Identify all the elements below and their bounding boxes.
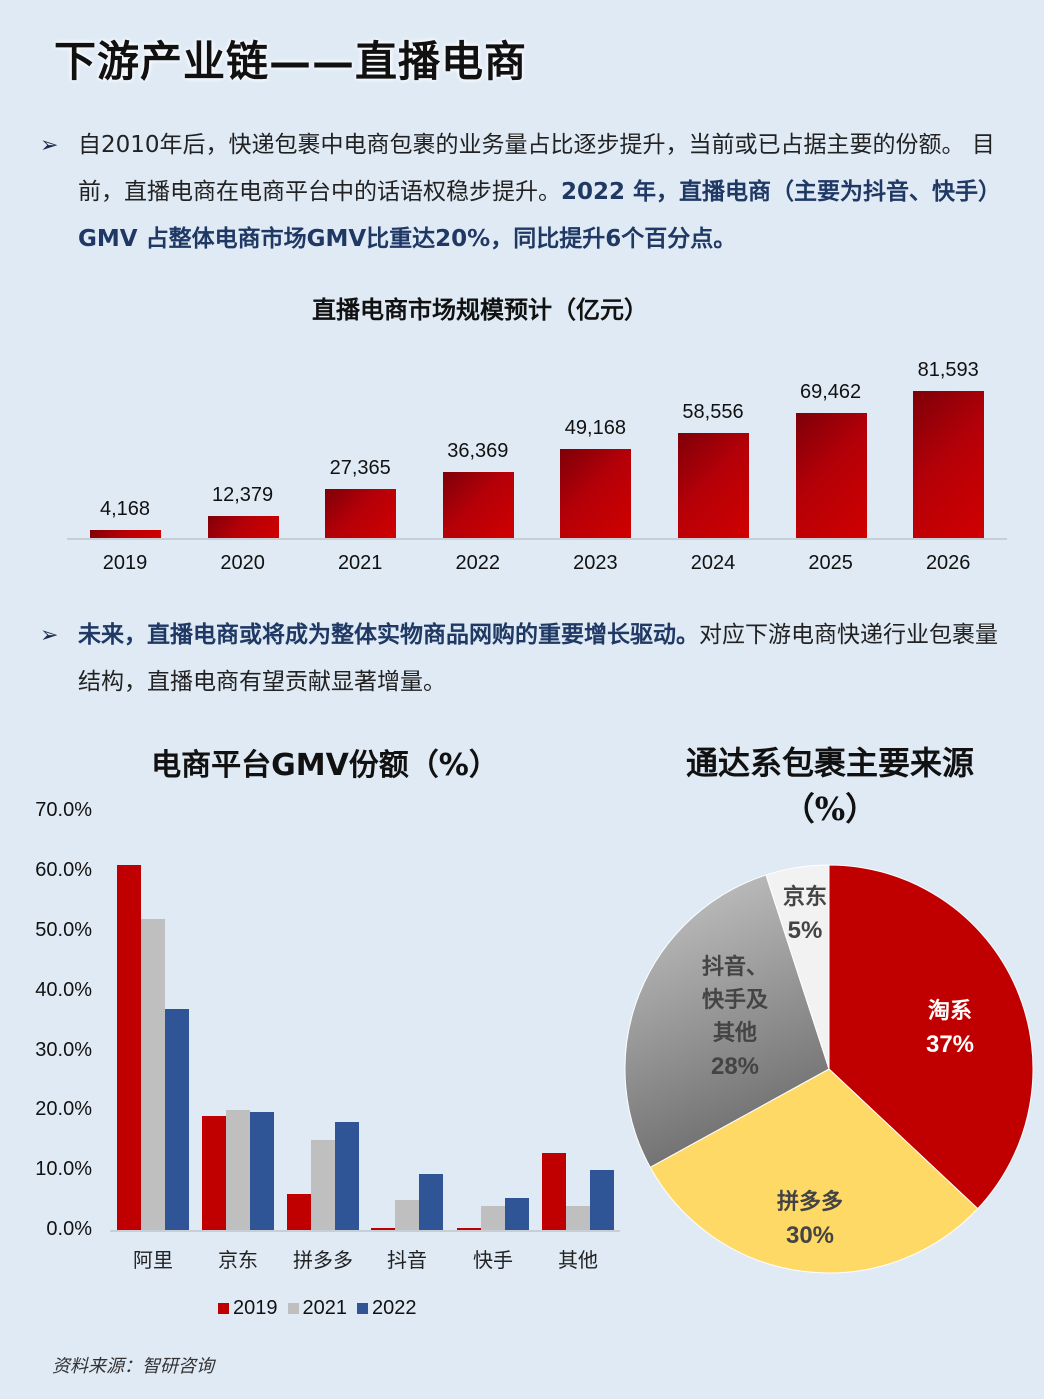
- legend-swatch: [218, 1303, 229, 1314]
- y-axis-tick: 30.0%: [35, 1038, 92, 1061]
- x-axis-label: 2021: [337, 552, 383, 574]
- chart-legend: 2019 2021 2022: [218, 1297, 417, 1320]
- y-axis-tick: 70.0%: [35, 799, 92, 822]
- page-title: 下游产业链——直播电商: [54, 37, 528, 86]
- bar-value-label: 81,593: [917, 359, 979, 381]
- bar-2025: [795, 412, 867, 538]
- bar-2019: [117, 865, 141, 1230]
- bar-value-label: 12,379: [212, 483, 274, 506]
- x-axis-label: 抖音: [387, 1248, 427, 1272]
- parcel-source-pie-chart: [624, 864, 1034, 1274]
- legend-item-2021: 2021: [287, 1297, 347, 1320]
- bar-2022: [335, 1122, 359, 1230]
- pie-label-douyin-kuaishou-other: 抖音、 快手及 其他 28%: [701, 954, 768, 1080]
- bar-value-label: 58,556: [682, 400, 744, 423]
- legend-swatch: [287, 1303, 299, 1314]
- y-axis-tick: 0.0%: [46, 1218, 92, 1240]
- y-axis-tick: 20.0%: [35, 1098, 92, 1121]
- bar-value-label: 27,365: [329, 456, 391, 479]
- paragraph-future: ➢ 未来，直播电商或将成为整体实物商品网购的重要增长驱动。对应下游电商快递行业包…: [40, 612, 1020, 706]
- pie-slice: [765, 864, 830, 1070]
- x-axis-label: 快手: [473, 1248, 513, 1272]
- x-axis-label: 其他: [558, 1248, 598, 1272]
- x-axis-label: 2020: [220, 552, 265, 574]
- paragraph-gmv-share: ➢ 自2010年后，快递包裹中电商包裹的业务量占比逐步提升，当前或已占据主要的份…: [40, 122, 1020, 263]
- bar-2021: [481, 1206, 505, 1230]
- bar-2022: [590, 1170, 614, 1230]
- bar-2021: [226, 1110, 250, 1230]
- x-axis: [67, 538, 1007, 540]
- bar-value-label: 36,369: [447, 440, 509, 463]
- bar-2019: [287, 1194, 311, 1230]
- x-axis-label: 2019: [102, 552, 148, 574]
- bar-2021: [325, 488, 397, 538]
- x-axis-label: 2025: [808, 552, 853, 574]
- bar-2021: [395, 1200, 419, 1230]
- bar-2019: [90, 530, 161, 538]
- legend-swatch: [357, 1303, 368, 1314]
- legend-item-2019: 2019: [218, 1297, 278, 1320]
- bar-2026: [913, 391, 985, 538]
- pie-label-taoxi: 淘系 37%: [925, 998, 975, 1058]
- bar-2021: [311, 1140, 335, 1230]
- bar-value-label: 4,168: [99, 498, 151, 521]
- x-axis-label: 阿里: [133, 1248, 173, 1272]
- pie-slice: [828, 864, 1034, 1210]
- pie-slice: [624, 874, 830, 1168]
- bar-value-label: 69,462: [800, 380, 862, 403]
- bar-2023: [560, 449, 632, 538]
- x-axis-label: 2022: [455, 552, 501, 574]
- y-axis-tick: 40.0%: [35, 978, 92, 1001]
- paragraph-highlight: 2022 年，直播电商（主要为抖音、快手）GMV 占整体电商市场GMV比重达20…: [78, 179, 1002, 252]
- pie-label-jd: 京东 5%: [782, 884, 827, 944]
- market-size-chart-title: 直播电商市场规模预计（亿元）: [312, 296, 648, 324]
- pie-slice: [649, 1068, 979, 1274]
- bar-2024: [678, 432, 749, 538]
- arrow-bullet-icon: ➢: [40, 623, 59, 648]
- bar-2019: [202, 1116, 226, 1230]
- bar-2020: [207, 515, 279, 538]
- bar-2019: [542, 1153, 566, 1230]
- y-axis-tick: 50.0%: [35, 919, 92, 941]
- y-axis-tick: 60.0%: [35, 859, 92, 882]
- x-axis-label: 拼多多: [293, 1248, 353, 1272]
- bar-2019: [371, 1228, 395, 1230]
- paragraph-text: 自2010年后，快递包裹中电商包裹的业务量占比逐步提升，当前或已占据主要的份额。…: [78, 132, 995, 205]
- gmv-share-chart-title: 电商平台GMV份额（%）: [151, 748, 499, 783]
- bar-2022: [505, 1198, 529, 1230]
- x-axis-label: 2026: [925, 552, 971, 574]
- bar-2021: [141, 919, 165, 1230]
- bar-2021: [566, 1206, 590, 1230]
- bar-2022: [442, 472, 514, 538]
- bar-2019: [457, 1227, 481, 1230]
- source-note: 资料来源：智研咨询: [52, 1356, 214, 1377]
- parcel-source-chart-title: 通达系包裹主要来源 （%）: [685, 744, 974, 828]
- bar-2022: [165, 1008, 189, 1230]
- arrow-bullet-icon: ➢: [40, 133, 59, 158]
- x-axis-label: 京东: [218, 1248, 258, 1272]
- bar-2022: [250, 1112, 274, 1230]
- y-axis-tick: 10.0%: [35, 1158, 92, 1181]
- x-axis-label: 2023: [573, 552, 618, 574]
- paragraph-highlight: 未来，直播电商或将成为整体实物商品网购的重要增长驱动。: [78, 622, 699, 648]
- bar-value-label: 49,168: [564, 417, 626, 440]
- bar-2022: [419, 1174, 443, 1230]
- pie-label-pdd: 拼多多 30%: [776, 1189, 843, 1249]
- x-axis: [110, 1230, 620, 1232]
- paragraph-text: 对应下游电商快递行业包裹量结构，直播电商有望贡献显著增量。: [78, 622, 998, 695]
- legend-item-2022: 2022: [357, 1297, 417, 1320]
- x-axis-label: 2024: [690, 552, 736, 574]
